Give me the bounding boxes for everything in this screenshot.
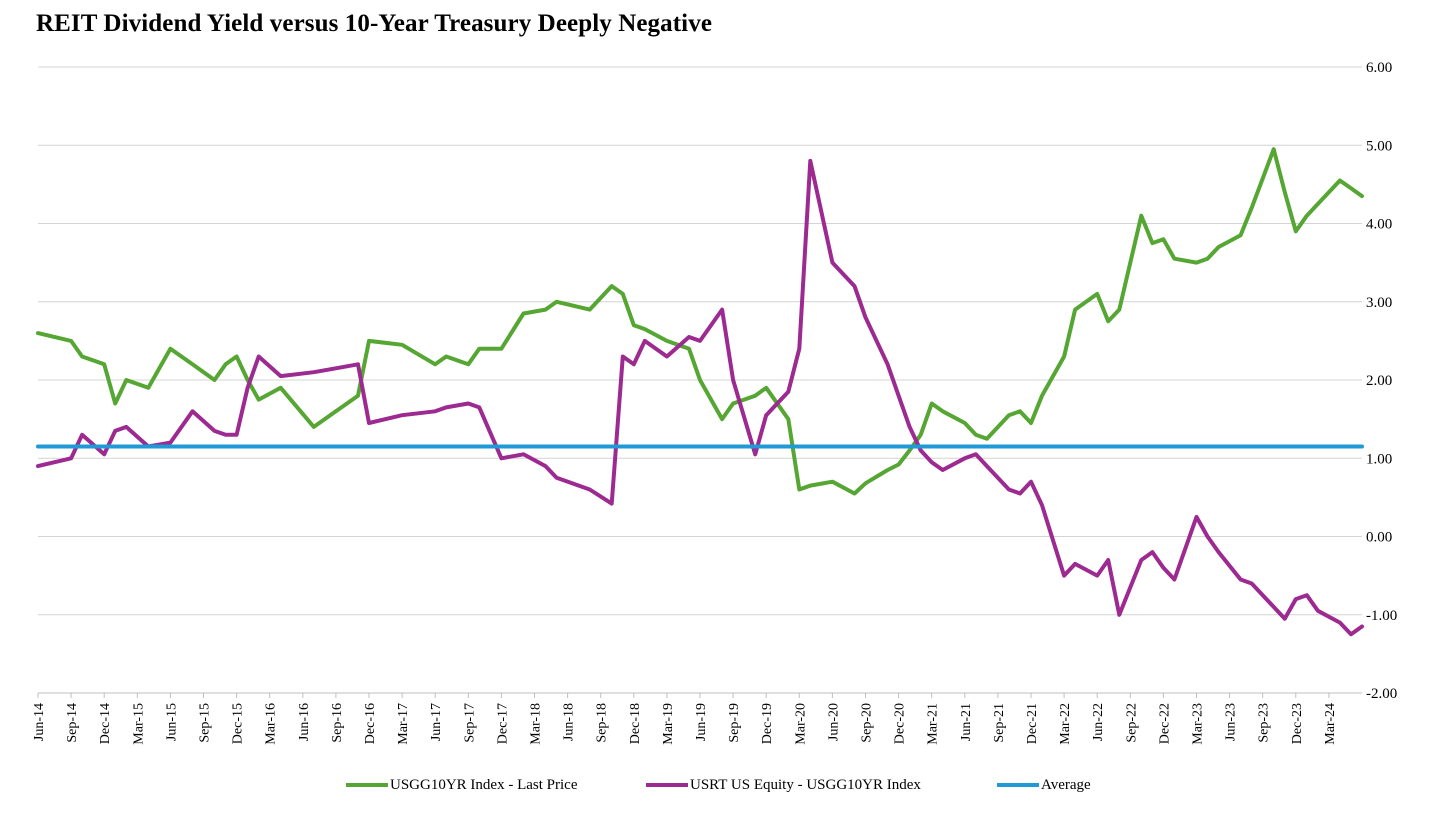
x-tick-label: Jun-18 <box>562 703 577 741</box>
x-tick-label: Sep-14 <box>65 703 80 743</box>
y-axis-ticks: 6.00 5.00 4.00 3.00 2.00 1.00 0.00 -1.00 -2.00 <box>1366 60 1397 702</box>
x-tick-label: Dec-23 <box>1290 703 1305 744</box>
x-tick-label: Dec-16 <box>363 703 378 744</box>
x-tick-label: Sep-16 <box>330 703 345 743</box>
series-lines <box>36 147 1364 637</box>
x-tick-label: Jun-15 <box>164 703 179 741</box>
x-tick-label: Sep-17 <box>462 703 477 743</box>
x-tick-label: Jun-19 <box>694 703 709 741</box>
x-tick-label: Dec-17 <box>495 703 510 744</box>
x-tick-label: Sep-18 <box>595 703 610 743</box>
y-tick-label: -1.00 <box>1366 608 1397 624</box>
legend: USGG10YR Index - Last Price USRT US Equi… <box>0 773 1453 797</box>
y-tick-label: 1.00 <box>1366 451 1392 467</box>
chart-title: REIT Dividend Yield versus 10-Year Treas… <box>36 10 713 37</box>
x-tick-label: Sep-23 <box>1257 703 1272 743</box>
y-tick-label: 0.00 <box>1366 530 1392 546</box>
x-tick-label: Dec-21 <box>1025 703 1040 744</box>
x-axis-ticks: Jun-14 Sep-14 Dec-14 Mar-15 Jun-15 Sep-15 Dec-… <box>32 693 1338 745</box>
x-tick-label: Mar-19 <box>661 703 676 745</box>
x-tick-label: Mar-18 <box>529 703 544 745</box>
y-tick-label: 4.00 <box>1366 217 1392 233</box>
legend-label-series-2: USRT US Equity - USGG10YR Index <box>690 776 921 793</box>
x-tick-label: Mar-21 <box>926 703 941 745</box>
x-tick-label: Jun-17 <box>429 703 444 741</box>
x-tick-label: Mar-22 <box>1058 703 1073 745</box>
legend-item-series-3: Average <box>997 773 1091 797</box>
series-line-1 <box>36 147 1364 496</box>
x-tick-label: Dec-18 <box>628 703 643 744</box>
x-tick-label: Sep-20 <box>860 703 875 743</box>
legend-swatch-series-2 <box>646 783 688 787</box>
x-tick-label: Dec-22 <box>1157 703 1172 744</box>
legend-swatch-series-3 <box>997 783 1039 787</box>
legend-label-series-1: USGG10YR Index - Last Price <box>390 776 578 793</box>
x-tick-label: Dec-19 <box>760 703 775 744</box>
x-tick-label: Dec-20 <box>893 703 908 744</box>
x-tick-label: Mar-17 <box>396 703 411 745</box>
x-tick-label: Sep-21 <box>992 703 1007 743</box>
x-tick-label: Jun-16 <box>297 703 312 741</box>
y-tick-label: 2.00 <box>1366 373 1392 389</box>
x-tick-label: Jun-14 <box>32 703 47 741</box>
y-tick-label: -2.00 <box>1366 686 1397 702</box>
x-tick-label: Mar-24 <box>1323 703 1338 745</box>
x-tick-label: Sep-22 <box>1124 703 1139 743</box>
x-tick-label: Dec-14 <box>98 703 113 744</box>
x-tick-label: Jun-22 <box>1091 703 1106 741</box>
y-tick-label: 6.00 <box>1366 60 1392 76</box>
legend-item-series-2: USRT US Equity - USGG10YR Index <box>646 773 921 797</box>
x-tick-label: Mar-15 <box>131 703 146 745</box>
x-tick-label: Mar-20 <box>793 703 808 745</box>
legend-label-series-3: Average <box>1041 776 1091 793</box>
y-tick-label: 3.00 <box>1366 295 1392 311</box>
legend-item-series-1: USGG10YR Index - Last Price <box>346 773 577 797</box>
legend-swatch-series-1 <box>346 783 388 787</box>
x-tick-label: Sep-19 <box>727 703 742 743</box>
x-tick-label: Mar-23 <box>1191 703 1206 745</box>
x-tick-label: Jun-23 <box>1224 703 1239 741</box>
series-line-2 <box>36 158 1364 637</box>
y-tick-label: 5.00 <box>1366 138 1392 154</box>
x-tick-label: Mar-16 <box>264 703 279 745</box>
x-tick-label: Jun-21 <box>959 703 974 741</box>
x-tick-label: Dec-15 <box>231 703 246 744</box>
x-tick-label: Sep-15 <box>198 703 213 743</box>
x-tick-label: Jun-20 <box>826 703 841 741</box>
